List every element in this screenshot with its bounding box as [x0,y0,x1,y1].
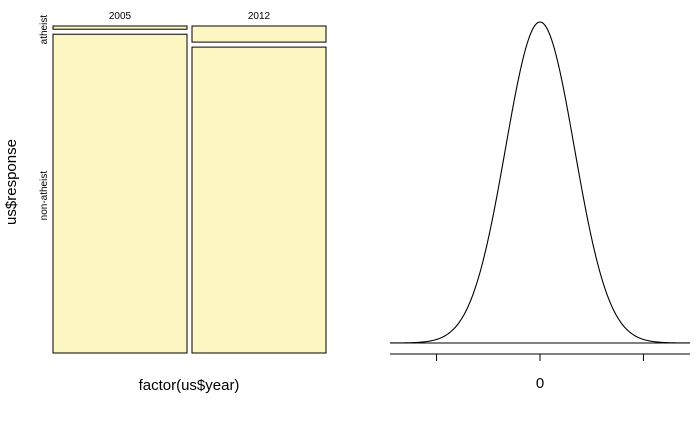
x-axis-title: factor(us$year) [139,377,240,394]
mosaic-row-labels: atheist non-atheist [39,15,50,221]
mosaic-tile-2005-atheist [52,25,188,30]
x-axis: 0 [390,353,690,392]
row-label-atheist: atheist [39,15,50,45]
mosaic-tile-2012-non-atheist [191,46,327,354]
mosaic-tile-2012-atheist [191,25,327,43]
x-tick-label: 0 [536,375,544,392]
mosaic-tile-2005-non-atheist [52,33,188,354]
row-label-non-atheist: non-atheist [39,171,50,221]
mosaic-column-labels: 2005 2012 [109,11,271,22]
density-plot: 0 [389,21,691,392]
mosaic-plot: 2005 2012 atheist non-atheist factor(us$ye… [3,11,327,394]
density-curve [389,21,691,344]
column-label-2005: 2005 [109,11,132,22]
column-label-2012: 2012 [248,11,271,22]
y-axis-title: us$response [3,139,20,225]
mosaic-tiles [52,25,327,354]
